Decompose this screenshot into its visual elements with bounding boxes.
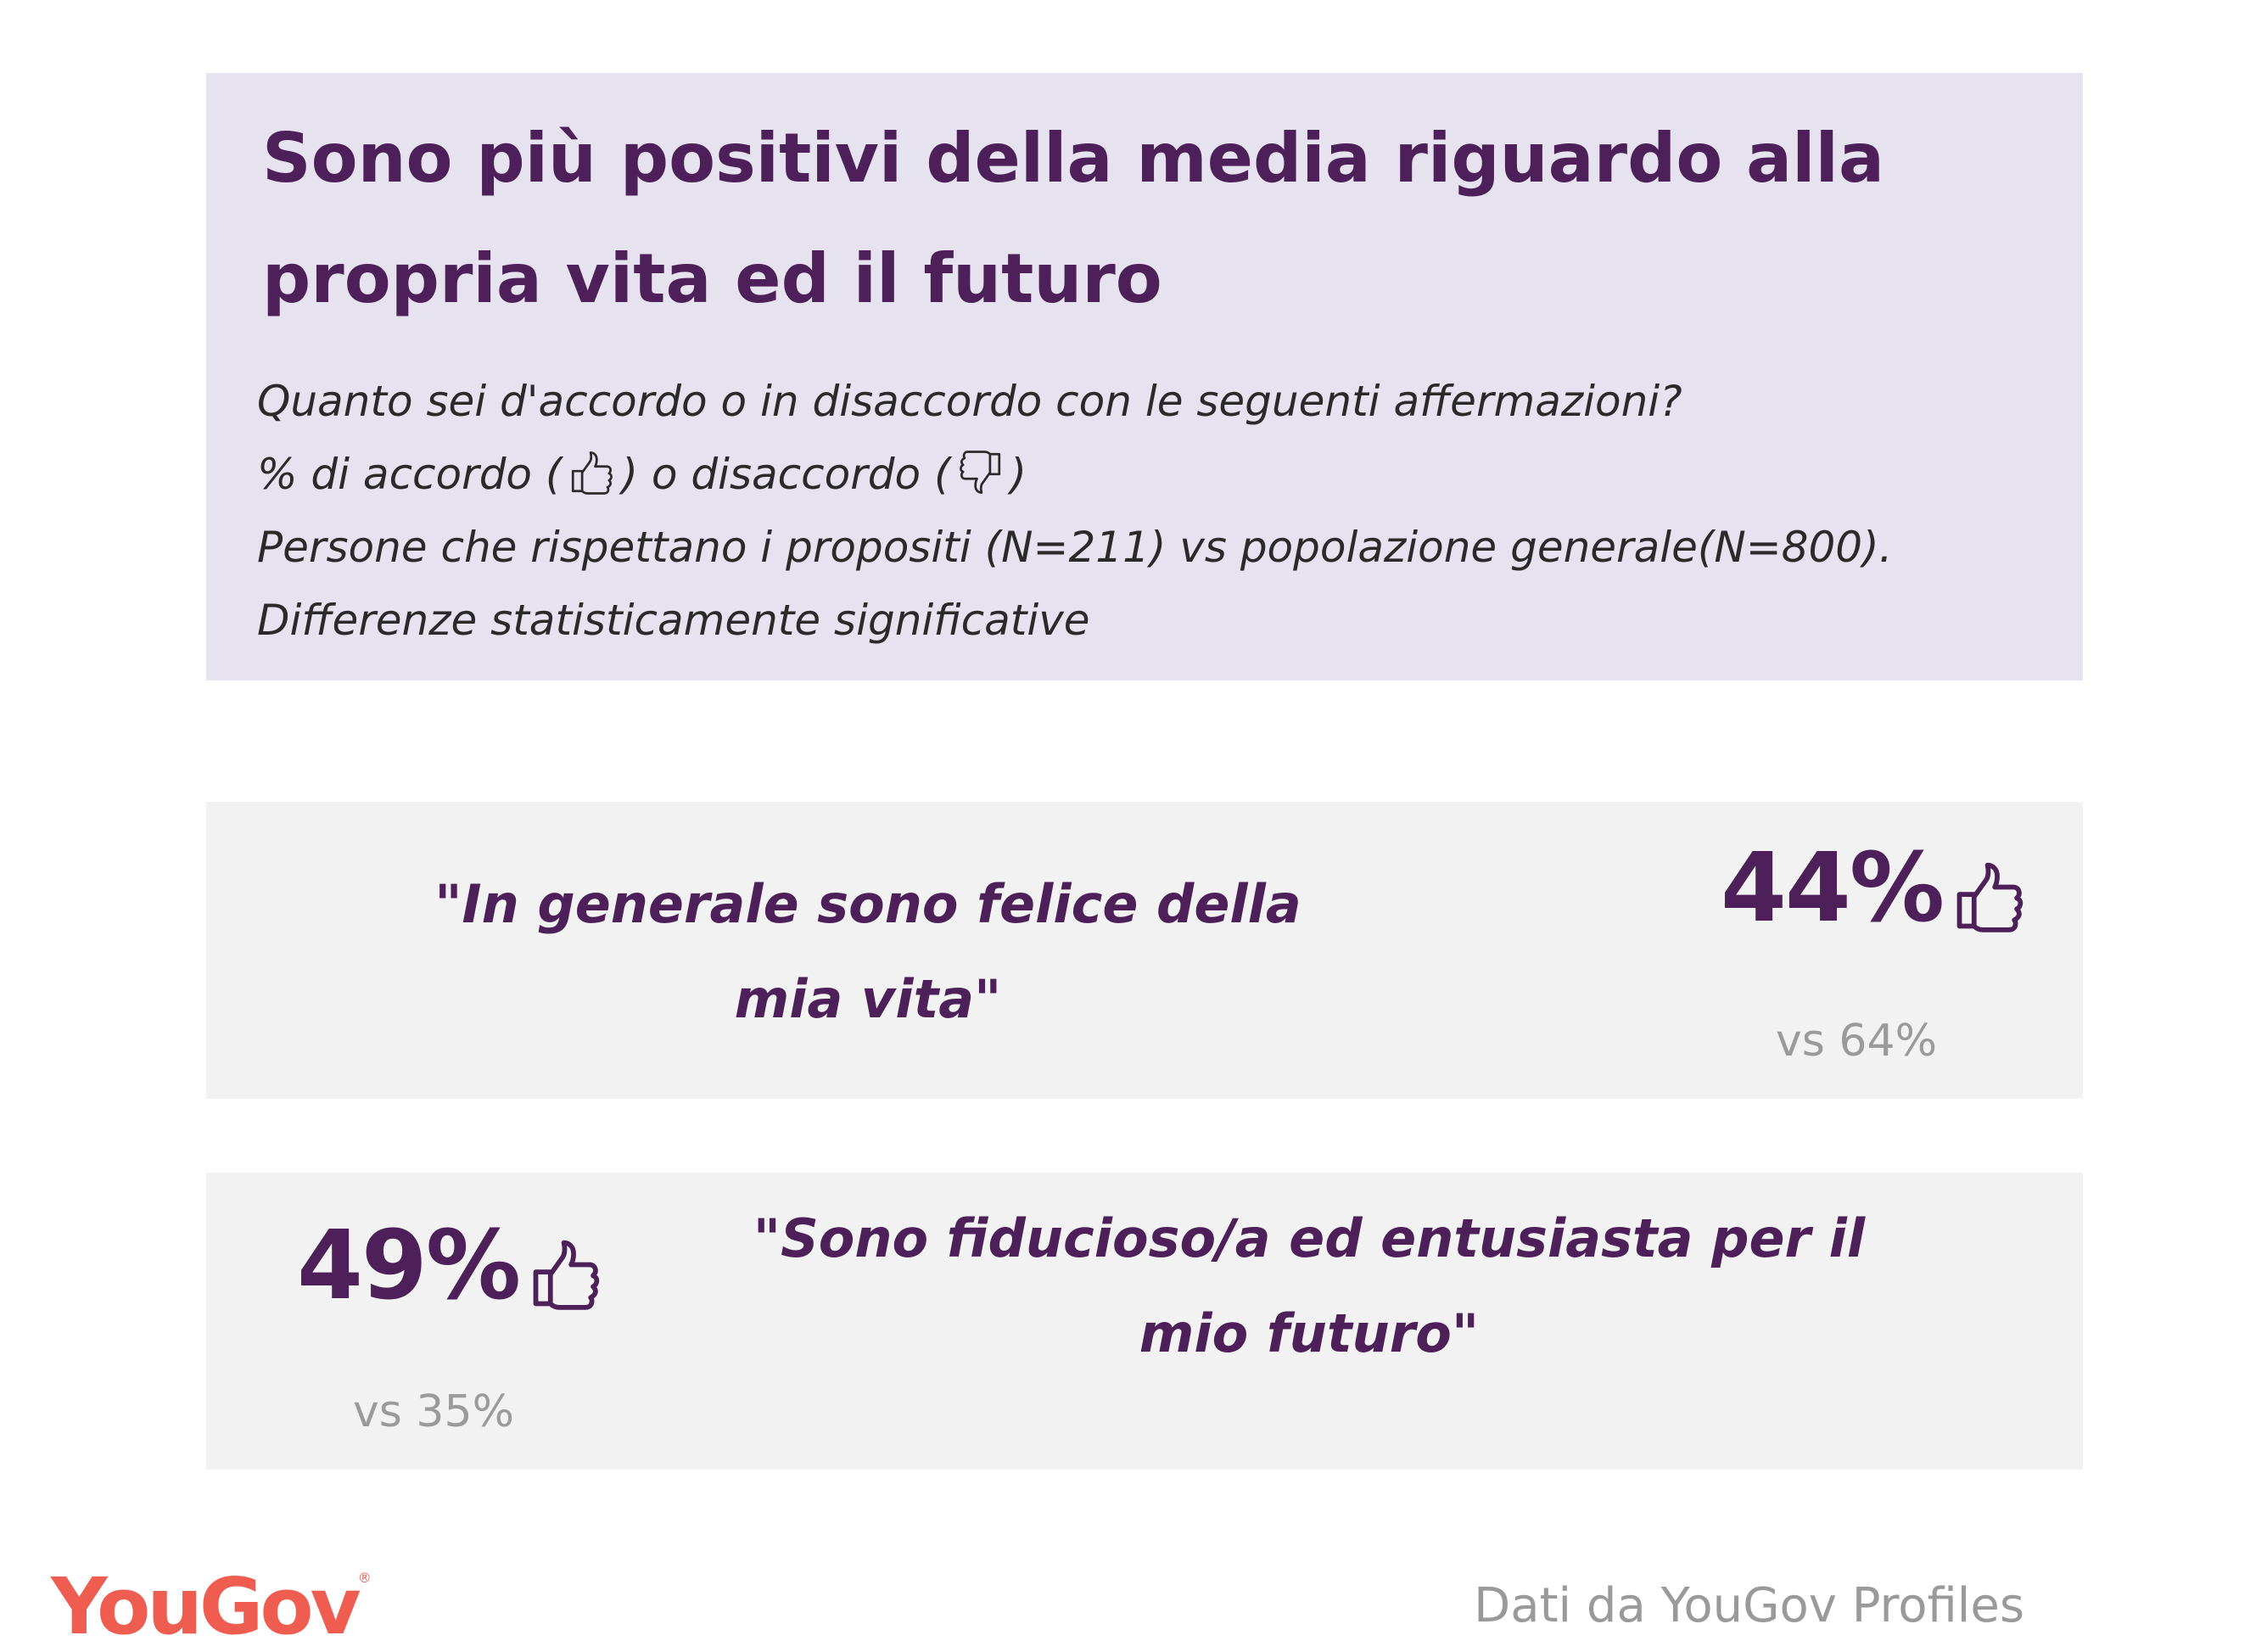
significance-note: Differenze statisticamente significative xyxy=(257,596,1090,645)
page-title: Sono più positivi della media riguardo a… xyxy=(262,119,1884,318)
stat-quote: "In generale sono felice della mia vita" xyxy=(434,873,1301,1030)
stat-card-confident: 49% vs 35% "Sono fiducioso/a ed entusias… xyxy=(206,1173,2083,1470)
stat-value-group: 49% xyxy=(297,1215,604,1317)
stat-comparison: vs 35% xyxy=(353,1386,514,1437)
legend-line: % di accordo ( ) o disaccordo () xyxy=(257,438,2056,511)
thumbs-up-icon xyxy=(1956,862,2024,932)
stat-quote: "Sono fiducioso/a ed entusiasta per il m… xyxy=(753,1207,1866,1364)
stat-value-group: 44% xyxy=(1721,837,2028,939)
logo-registered-mark: ® xyxy=(357,1570,372,1586)
source-credit: Dati da YouGov Profiles xyxy=(1474,1578,2024,1633)
thumbs-up-icon xyxy=(533,1240,600,1310)
stat-comparison: vs 64% xyxy=(1776,1016,1937,1067)
thumbs-down-icon xyxy=(959,451,1000,494)
thumbs-up-icon xyxy=(572,451,613,495)
question-text: Quanto sei d'accordo o in disaccordo con… xyxy=(257,377,1682,426)
header-panel: Sono più positivi della media riguardo a… xyxy=(206,73,2083,680)
stat-percentage: 44% xyxy=(1721,833,1945,944)
yougov-logo: YouGov® xyxy=(51,1536,372,1649)
legend-suffix: ) xyxy=(1010,450,1027,499)
stat-percentage: 49% xyxy=(297,1211,521,1321)
subtitle-block: Quanto sei d'accordo o in disaccordo con… xyxy=(257,365,2056,657)
logo-text: YouGov xyxy=(51,1561,361,1652)
sample-text: Persone che rispettano i propositi (N=21… xyxy=(257,523,1893,572)
legend-middle: ) o disaccordo ( xyxy=(621,450,951,499)
legend-prefix: % di accordo ( xyxy=(257,450,563,499)
stat-card-happy: "In generale sono felice della mia vita"… xyxy=(206,802,2083,1099)
